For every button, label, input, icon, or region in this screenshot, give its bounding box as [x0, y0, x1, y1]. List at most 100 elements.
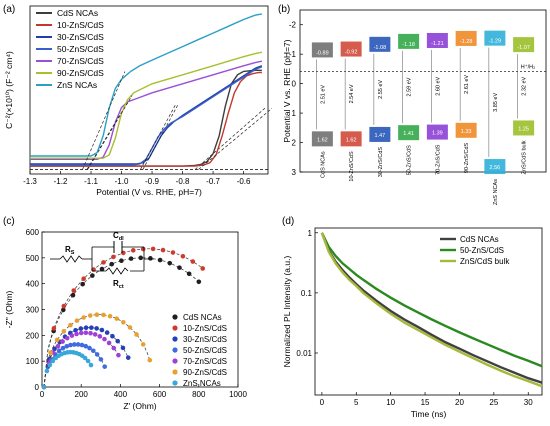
data-point-c: [92, 332, 98, 337]
x-tick-label-a: -1.1: [84, 177, 98, 186]
data-point-c: [56, 348, 62, 354]
y-axis-label-a: C⁻²(×10¹⁰) (F⁻² cm⁴): [4, 51, 14, 129]
plot-frame-b: [299, 9, 547, 173]
data-point-c: [83, 330, 89, 336]
legend-label-a: 10-ZnS/CdS: [57, 20, 104, 30]
category-label-b: 90-ZnS/CdS: [464, 142, 470, 173]
panel-a-label: (a): [3, 4, 15, 15]
vb-bar-b: [484, 159, 506, 175]
circuit-wire: [91, 246, 154, 272]
data-point-c: [71, 288, 77, 293]
legend-marker-c: [172, 358, 178, 364]
legend-marker-c: [172, 336, 178, 342]
fit-line-a: [142, 103, 179, 170]
vb-value-b: 2.56: [490, 165, 501, 171]
fit-line-a: [87, 95, 133, 170]
data-point-c: [110, 333, 115, 339]
data-point-c: [106, 340, 112, 346]
fit-line-a: [140, 104, 176, 170]
data-point-c: [48, 350, 53, 355]
data-point-c: [127, 325, 133, 330]
legend-label-d: CdS NCAs: [460, 235, 499, 244]
chart-a: -1.3 -1.2 -1.1 -1.0 -0.9 -0.8 -0.7 -0.6 Potentia…: [4, 5, 273, 197]
data-point-c: [157, 257, 163, 263]
cb-value-b: -1.07: [517, 45, 530, 51]
gap-label-b: 2.61 eV: [464, 75, 470, 94]
y-tick-label-b: 0: [292, 80, 297, 89]
data-point-c: [119, 258, 124, 264]
legend-label-a: ZnS NCAs: [57, 80, 97, 90]
data-point-c: [78, 330, 84, 336]
gap-label-b: 2.55 eV: [378, 80, 384, 99]
data-point-c: [116, 352, 121, 358]
x-tick-label-d: 5: [354, 398, 359, 407]
cb-bar-b: [340, 41, 362, 57]
data-point-c: [68, 342, 73, 348]
data-point-c: [97, 334, 103, 339]
data-point-c: [101, 312, 106, 318]
data-point-c: [41, 384, 47, 390]
data-point-c: [81, 315, 86, 320]
cb-bar-b: [513, 37, 535, 53]
legend-marker-c: [172, 369, 178, 375]
data-point-c: [101, 260, 106, 265]
category-label-b: ZnS/CdS bulk: [522, 140, 528, 174]
cb-value-b: -1.21: [431, 41, 444, 47]
data-point-c: [99, 327, 105, 333]
y-tick-label-b: -2: [289, 21, 297, 30]
vb-bar-b: [369, 126, 391, 142]
data-point-c: [114, 316, 120, 321]
vb-value-b: 1.39: [432, 131, 443, 137]
data-point-c: [125, 355, 131, 360]
data-point-c: [180, 253, 186, 259]
vb-bar-b: [426, 124, 448, 140]
data-point-c: [44, 368, 50, 374]
legend-label-a: 50-ZnS/CdS: [57, 44, 104, 54]
data-point-c: [60, 339, 65, 344]
x-tick-label-a: -0.7: [206, 177, 220, 186]
legend-label-a: 90-ZnS/CdS: [57, 68, 104, 78]
fit-line-a: [198, 108, 273, 170]
x-tick-label-d: 25: [489, 398, 498, 407]
x-axis-label-a: Potential (V vs. RHE, pH=7): [96, 187, 202, 197]
data-point-c: [51, 326, 57, 331]
data-point-c: [83, 325, 89, 331]
x-tick-label-a: -0.8: [176, 177, 190, 186]
vb-value-b: 1.62: [317, 137, 328, 143]
x-tick-label-a: -0.9: [145, 177, 159, 186]
data-point-c: [115, 338, 121, 344]
panel-c-label: (c): [3, 216, 15, 227]
x-tick-label-d: 0: [320, 398, 325, 407]
cdl-capacitor-icon: [113, 241, 123, 253]
data-point-c: [190, 259, 196, 264]
legend-label-c: 10-ZnS/CdS: [183, 324, 227, 333]
data-point-c: [90, 273, 95, 278]
category-label-b: ZnS NCAs: [493, 179, 499, 205]
cb-value-b: -1.28: [460, 39, 473, 45]
data-point-c: [85, 358, 91, 364]
y-tick-label-c: 600: [26, 228, 40, 237]
vb-value-b: 1.62: [346, 137, 357, 143]
series-line-a: [30, 60, 263, 161]
data-point-c: [94, 326, 99, 331]
cdl-label: Cdl: [113, 231, 124, 242]
x-tick-label-a: -0.6: [237, 177, 251, 186]
rs-subscript: S: [71, 250, 75, 256]
x-tick-label-c: 600: [153, 390, 167, 399]
legend-label-c: ZnS NCAs: [183, 379, 221, 388]
cb-bar-b: [426, 32, 448, 48]
legend-label-c: 30-ZnS/CdS: [183, 335, 227, 344]
data-point-c: [134, 332, 139, 337]
x-axis-label-c: Z' (Ohm): [123, 401, 156, 411]
data-point-c: [61, 329, 67, 334]
gap-label-b: 3.85 eV: [493, 93, 499, 112]
gap-label-b: 2.54 eV: [349, 84, 355, 103]
vb-value-b: 1.33: [461, 129, 472, 135]
gap-label-b: 2.60 eV: [435, 76, 441, 95]
x-tick-label-c: 1000: [229, 390, 247, 399]
y-tick-label-c: 400: [26, 280, 40, 289]
gap-label-b: 2.51 eV: [320, 85, 326, 104]
data-point-c: [87, 313, 93, 318]
data-point-c: [61, 303, 67, 309]
legend-label-c: CdS NCAs: [183, 313, 222, 322]
